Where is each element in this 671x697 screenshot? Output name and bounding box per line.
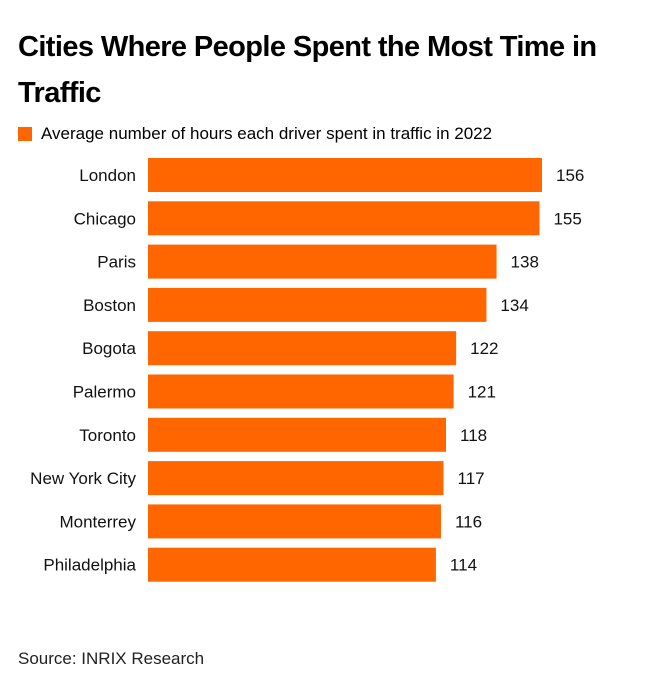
legend: Average number of hours each driver spen… (18, 124, 492, 144)
value-label: 117 (458, 469, 485, 488)
bar (148, 244, 497, 279)
value-label: 116 (455, 512, 482, 531)
category-label: Boston (83, 296, 136, 315)
legend-swatch (18, 127, 32, 141)
value-label: 122 (470, 339, 498, 358)
bar (148, 504, 441, 539)
bar (148, 158, 542, 192)
source-note: Source: INRIX Research (18, 649, 205, 668)
category-label: Palermo (73, 383, 136, 402)
category-label: Monterrey (59, 512, 136, 531)
category-label: Chicago (74, 209, 136, 228)
bar (148, 287, 487, 322)
category-label: London (79, 166, 136, 185)
value-label: 156 (556, 166, 584, 185)
value-label: 155 (553, 209, 581, 228)
value-label: 121 (468, 383, 496, 402)
category-label: Bogota (82, 339, 136, 358)
category-label: Philadelphia (43, 556, 136, 575)
bar (148, 331, 457, 366)
bar (148, 201, 540, 236)
chart-title: Cities Where People Spent the Most Time … (18, 31, 597, 109)
legend-label: Average number of hours each driver spen… (41, 124, 493, 143)
value-label: 134 (500, 296, 528, 315)
value-label: 138 (511, 253, 539, 272)
bar (148, 417, 447, 452)
value-label: 114 (450, 556, 477, 575)
bar-chart: London 156 Chicago 155 Paris 138 Boston 134 Bogo… (30, 158, 584, 582)
bar (148, 374, 454, 409)
category-label: Toronto (79, 426, 136, 445)
category-label: Paris (97, 253, 136, 272)
bar (148, 547, 436, 582)
category-label: New York City (30, 469, 136, 488)
value-label: 118 (460, 426, 487, 445)
bar (148, 461, 444, 496)
